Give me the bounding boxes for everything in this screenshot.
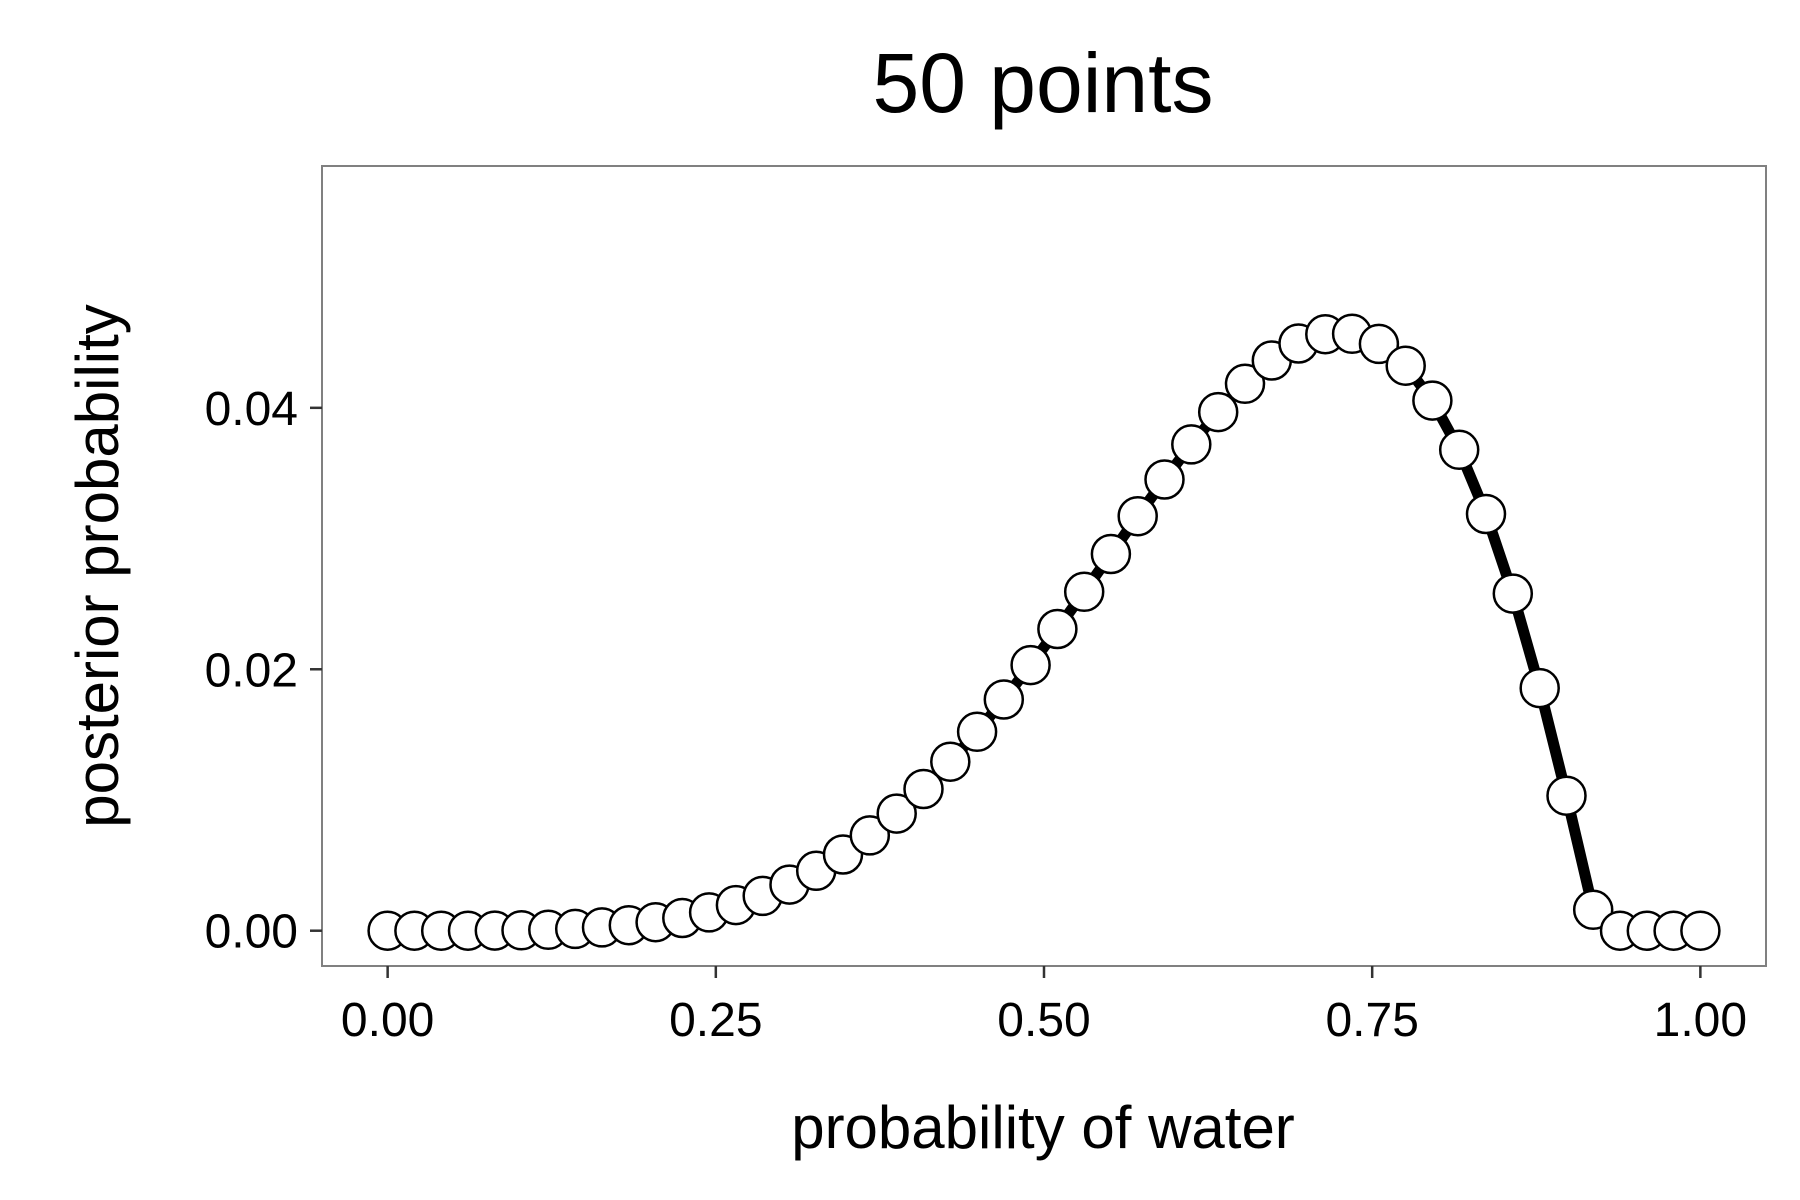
y-tick-label: 0.04: [205, 383, 298, 436]
data-point: [1010, 644, 1051, 686]
data-point: [1358, 323, 1400, 365]
x-tick-label: 1.00: [1654, 994, 1747, 1047]
data-point: [1385, 345, 1426, 386]
data-point: [930, 741, 971, 782]
data-point: [1519, 667, 1560, 709]
data-point: [876, 793, 917, 834]
data-point: [1197, 391, 1239, 433]
y-axis-label: posterior probability: [64, 304, 131, 828]
y-tick-label: 0.00: [205, 906, 298, 959]
data-point: [1465, 493, 1507, 535]
plot-frame: [321, 165, 1767, 967]
data-point: [1037, 608, 1078, 650]
data-point: [983, 679, 1025, 720]
x-tick-label: 0.50: [997, 994, 1090, 1047]
data-point: [1438, 429, 1480, 471]
data-point: [1492, 573, 1534, 614]
x-tick-label: 0.00: [341, 994, 434, 1047]
data-point: [1224, 363, 1266, 405]
chart-title: 50 points: [873, 36, 1214, 130]
data-point: [1090, 533, 1132, 575]
data-point: [1412, 380, 1453, 421]
data-point: [1144, 459, 1185, 500]
x-tick-label: 0.25: [669, 994, 762, 1047]
x-axis-label: probability of water: [791, 1094, 1295, 1161]
y-axis-ticks: 0.00 0.02 0.04: [205, 383, 322, 959]
x-axis-ticks: 0.00 0.25 0.50 0.75 1.00: [341, 966, 1747, 1047]
data-point: [1546, 775, 1587, 816]
data-points: [367, 313, 1721, 951]
data-point: [1572, 889, 1614, 931]
data-point: [849, 815, 891, 856]
y-tick-label: 0.02: [205, 644, 298, 697]
data-point: [1171, 424, 1212, 465]
data-point: [1117, 495, 1158, 537]
data-point: [1063, 571, 1105, 613]
data-point: [1680, 910, 1721, 951]
data-point: [903, 768, 944, 810]
x-tick-label: 0.75: [1325, 994, 1418, 1047]
data-point: [956, 711, 998, 753]
